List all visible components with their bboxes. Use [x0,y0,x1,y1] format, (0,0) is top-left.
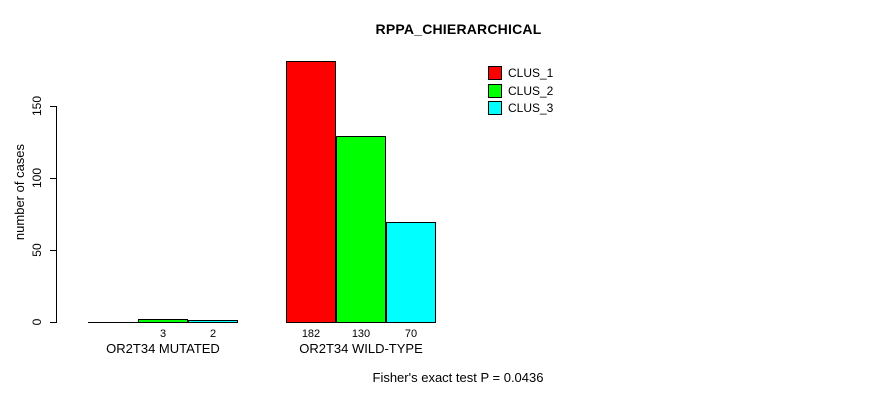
bar-clus_2 [138,319,188,323]
y-axis-tick-label: 0 [30,318,44,326]
bar-clus_2 [336,136,386,323]
bar-clus_1-zero [88,322,138,323]
x-axis-category-label: OR2T34 MUTATED [106,341,220,356]
fisher-test-annotation: Fisher's exact test P = 0.0436 [372,370,544,385]
y-axis-tick [50,322,57,323]
bar-clus_1 [286,61,336,323]
legend-swatch-clus_1 [488,66,502,80]
bar-value-label: 3 [159,328,167,340]
legend-swatch-clus_2 [488,83,502,98]
y-axis-tick [50,178,57,179]
y-axis-tick-label: 150 [30,95,44,117]
x-axis-category-label: OR2T34 WILD-TYPE [299,341,423,356]
bar-clus_3 [386,222,436,323]
bar-clus_3 [188,320,238,323]
legend-label-clus_3: CLUS_3 [508,101,554,115]
y-axis-line [56,106,57,323]
legend-label-clus_1: CLUS_1 [508,66,554,80]
bar-value-label: 182 [301,328,321,340]
y-axis-label: number of cases [12,143,27,241]
bar-value-label: 70 [404,328,418,340]
y-axis-tick-label: 50 [30,243,44,257]
chart-title: RPPA_CHIERARCHICAL [375,21,542,37]
legend-label-clus_2: CLUS_2 [508,83,554,98]
y-axis-tick [50,106,57,107]
bar-value-label: 2 [209,328,217,340]
legend-swatch-clus_3 [488,101,502,115]
y-axis-tick [50,250,57,251]
bar-value-label: 130 [351,328,371,340]
y-axis-tick-label: 100 [30,167,44,189]
